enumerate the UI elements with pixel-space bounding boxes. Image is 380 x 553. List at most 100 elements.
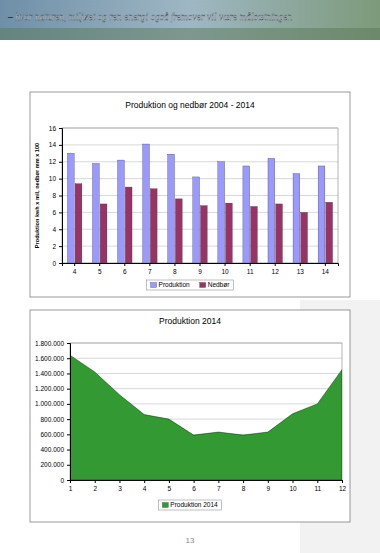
y-tick: 6 — [52, 209, 62, 216]
page: – hvor naturen, miljøet og ren energi og… — [0, 0, 380, 553]
bar — [100, 204, 107, 263]
x-tick: 4 — [143, 480, 147, 492]
y-tick-mark — [59, 162, 62, 163]
banner-land — [0, 28, 380, 40]
y-tick: 800.000 — [41, 416, 71, 423]
y-axis-line — [59, 129, 63, 264]
x-tick-label: 5 — [98, 268, 102, 275]
legend-swatch — [200, 283, 206, 288]
y-tick-label: 10 — [49, 175, 57, 182]
plot-area — [62, 128, 338, 263]
legend-label: Produktion 2014 — [170, 501, 218, 508]
y-tick-label: 400.000 — [41, 446, 65, 453]
bar — [118, 160, 125, 263]
x-tick: 6 — [123, 263, 127, 275]
y-tick-label: 1.600.000 — [35, 355, 64, 362]
y-tick-label: 6 — [52, 209, 56, 216]
bar — [200, 206, 207, 263]
y-tick-mark — [67, 434, 70, 435]
y-tick-label: 16 — [49, 125, 57, 132]
y-tick-mark — [67, 343, 70, 344]
bar — [301, 212, 308, 263]
banner — [0, 0, 380, 40]
y-tick-label: 0 — [60, 477, 64, 484]
x-tick-label: 5 — [168, 485, 172, 492]
y-tick-mark — [59, 229, 62, 230]
x-tick-label: 11 — [314, 485, 321, 492]
y-tick-label: 0 — [52, 260, 56, 267]
x-tick-mark — [194, 480, 195, 483]
y-tick-mark — [59, 179, 62, 180]
x-tick-label: 1 — [69, 485, 73, 492]
x-axis-line — [63, 264, 339, 267]
x-tick: 7 — [148, 263, 152, 275]
y-tick-mark — [67, 465, 70, 466]
x-tick-label: 9 — [267, 485, 271, 492]
y-tick: 16 — [49, 125, 62, 132]
x-tick-label: 4 — [143, 485, 147, 492]
bar — [168, 154, 175, 263]
x-tick: 9 — [198, 263, 202, 275]
legend-item: Produktion — [151, 281, 190, 288]
marks — [67, 144, 332, 263]
chart: Produktion 20140200.000400.000600.000800… — [30, 310, 350, 522]
x-tick-label: 13 — [297, 268, 305, 275]
bar — [326, 202, 333, 263]
x-tick-mark — [325, 263, 326, 266]
y-tick-label: 1.200.000 — [35, 385, 64, 392]
bar — [251, 206, 258, 263]
x-tick-mark — [275, 263, 276, 266]
y-tick-label: 600.000 — [41, 431, 65, 438]
y-tick-label: 1.400.000 — [35, 370, 64, 377]
x-tick-mark — [293, 480, 294, 483]
bar — [93, 163, 100, 263]
x-tick-mark — [169, 480, 170, 483]
x-tick-mark — [144, 480, 145, 483]
x-tick: 10 — [289, 480, 297, 492]
bar — [175, 199, 182, 263]
y-tick-label: 800.000 — [41, 416, 65, 423]
grid-line — [62, 144, 338, 145]
background — [0, 0, 380, 553]
y-tick: 10 — [49, 175, 62, 182]
y-tick: 1.400.000 — [35, 370, 70, 377]
x-tick: 12 — [272, 263, 280, 275]
x-tick-mark — [99, 263, 100, 266]
x-tick-label: 10 — [289, 485, 297, 492]
x-tick-mark — [95, 480, 96, 483]
y-tick-mark — [59, 263, 62, 264]
x-tick: 9 — [267, 480, 271, 492]
x-tick-label: 7 — [217, 485, 221, 492]
y-tick-label: 1.000.000 — [35, 400, 64, 407]
grid-line — [70, 373, 342, 374]
page-number: 13 — [186, 536, 195, 545]
y-tick-label: 1.800.000 — [35, 340, 64, 347]
y-tick-label: 8 — [52, 192, 56, 199]
bar — [226, 203, 233, 263]
y-tick-mark — [59, 128, 62, 129]
grid-line — [70, 343, 342, 344]
x-tick-mark — [124, 263, 125, 266]
x-tick-mark — [119, 480, 120, 483]
x-tick-mark — [149, 263, 150, 266]
x-tick-mark — [225, 263, 226, 266]
x-tick: 1 — [69, 480, 73, 492]
y-axis: 0200.000400.000600.000800.0001.000.0001.… — [35, 340, 70, 484]
x-tick: 8 — [242, 480, 246, 492]
x-tick-mark — [300, 263, 301, 266]
x-tick-label: 6 — [123, 268, 127, 275]
y-tick-mark — [59, 196, 62, 197]
bar — [143, 144, 150, 263]
legend-frame — [158, 500, 221, 510]
y-tick-mark — [59, 212, 62, 213]
legend: ProduktionNedbør — [147, 280, 234, 290]
bar — [276, 204, 283, 263]
chart-frame — [30, 310, 350, 522]
y-tick: 400.000 — [41, 446, 71, 453]
grid-line — [70, 358, 342, 359]
x-tick-mark — [268, 480, 269, 483]
y-tick-label: 2 — [52, 243, 56, 250]
grid — [62, 128, 338, 263]
y-tick-mark — [67, 373, 70, 374]
x-tick-label: 10 — [221, 268, 229, 275]
